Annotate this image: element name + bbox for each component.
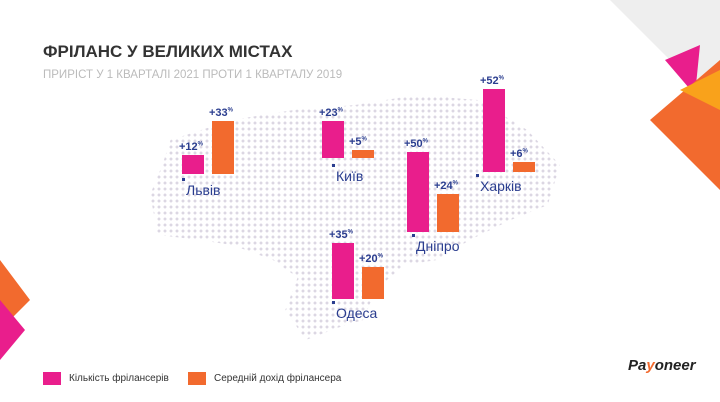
bar-income <box>513 162 535 172</box>
legend-item-0: Кількість фрілансерів <box>43 372 169 385</box>
legend-label: Середній дохід фрілансера <box>214 373 342 384</box>
city-label: Харків <box>480 178 522 194</box>
data-label: +20% <box>359 253 384 265</box>
pink-triangle <box>665 45 700 95</box>
data-label: +35% <box>329 229 354 241</box>
city-label: Дніпро <box>416 238 460 254</box>
bar-count <box>407 152 429 232</box>
legend-swatch <box>43 372 61 385</box>
legend-item-1: Середній дохід фрілансера <box>188 372 341 385</box>
data-label: +33% <box>209 107 234 120</box>
legend-label: Кількість фрілансерів <box>69 373 169 384</box>
bar-income <box>437 193 459 232</box>
data-label: +50% <box>404 138 429 150</box>
chart-title: ФРІЛАНС У ВЕЛИКИХ МІСТАХ <box>43 42 293 61</box>
city-label: Львів <box>186 182 221 198</box>
yellow-triangle <box>680 70 720 110</box>
bar-count <box>322 121 344 158</box>
bar-income <box>362 267 384 299</box>
payoneer-logo: Payoneer <box>628 357 696 374</box>
city-marker <box>332 164 335 167</box>
pink-triangle-left <box>0 300 25 360</box>
bar-count <box>483 88 505 172</box>
data-label: +24% <box>434 179 459 192</box>
data-label: +5% <box>349 136 367 148</box>
legend-swatch <box>188 372 206 385</box>
city-marker <box>476 174 479 177</box>
city-marker <box>332 301 335 304</box>
data-label: +23% <box>319 107 344 120</box>
bar-income <box>212 121 234 174</box>
chart-subtitle: ПРИРІСТ У 1 КВАРТАЛІ 2021 ПРОТИ 1 КВАРТА… <box>43 69 343 81</box>
city-label: Одеса <box>336 305 378 321</box>
city-marker <box>182 178 185 181</box>
bar-count <box>182 154 204 174</box>
bar-income <box>352 150 374 158</box>
data-label: +6% <box>510 148 528 161</box>
data-label: +52% <box>480 74 505 87</box>
city-marker <box>412 234 415 237</box>
bar-count <box>332 243 354 299</box>
data-label: +12% <box>179 140 204 153</box>
city-label: Київ <box>336 168 364 184</box>
